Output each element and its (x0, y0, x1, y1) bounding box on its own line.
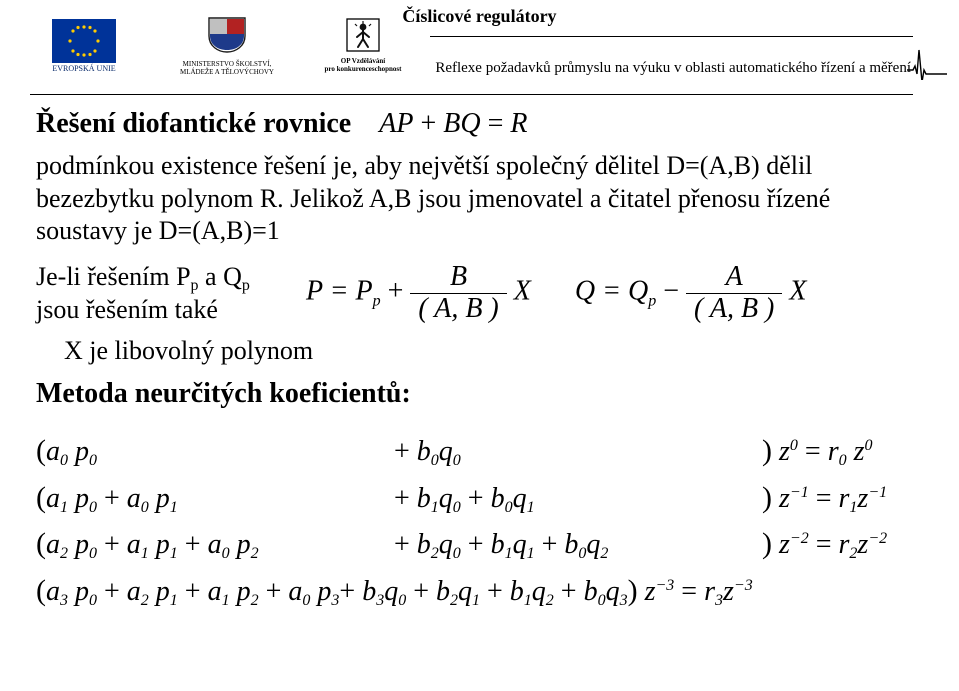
eq-row-3: (a3 p0 + a2 p1 + a1 p2 + a0 p3 + b3q0 + … (36, 568, 923, 615)
eq-row-2: (a2 p0 + a1 p1 + a0 p2+ b2q0 + b1q1 + b0… (36, 521, 923, 568)
eqP-lhs: P = P (306, 276, 373, 307)
page-header: EVROPSKÁ UNIE MINISTERSTVO ŠKOLSTVÍ, MLÁ… (0, 0, 959, 96)
heading-text: Řešení diofantické rovnice (36, 108, 351, 139)
r3-mid: + b3q0 + b2q1 + b1q2 + b0q3 (339, 570, 627, 614)
header-divider-1 (430, 36, 913, 37)
ln-qq-sub: p (242, 277, 250, 294)
page-content: Řešení diofantické rovnice AP + BQ = R p… (36, 108, 923, 614)
r2-right: ) z−2 = r2z−2 (762, 521, 887, 568)
paragraph-existence: podmínkou existence řešení je, aby nejvě… (36, 150, 923, 248)
r2-mid: + b2q0 + b1q1 + b0q2 (394, 523, 762, 567)
heading-equation: AP + BQ = R (379, 108, 527, 139)
eqQ-frac: A( A, B ) (686, 262, 782, 325)
r1-left: (a1 p0 + a0 p1 (36, 475, 394, 522)
eq-row-1: (a1 p0 + a0 p1+ b1q0 + b0q1) z−1 = r1z−1 (36, 475, 923, 522)
eqQ-minus: − (656, 276, 686, 307)
row-pq-solutions: Je-li řešením Pp a Qp jsou řešením také … (36, 262, 923, 327)
header-title: Číslicové regulátory (0, 6, 959, 27)
r1-mid: + b1q0 + b0q1 (394, 477, 762, 521)
ln-1: Je-li řešením P (36, 262, 191, 291)
ln-mid: a Q (199, 262, 242, 291)
header-divider-2 (30, 94, 913, 95)
eqQ-lhs: Q = Q (575, 276, 648, 307)
heading-row: Řešení diofantické rovnice AP + BQ = R (36, 108, 923, 140)
r0-mid: + b0q0 (394, 430, 762, 474)
eqQ-den: ( A, B ) (686, 294, 782, 325)
equation-Q: Q = Qp − A( A, B ) X (575, 262, 807, 325)
page: { "header": { "title": "Číslicové regulá… (0, 0, 959, 691)
r0-right: ) z0 = r0 z0 (762, 428, 873, 475)
ln-2: jsou řešením také (36, 295, 218, 324)
r2-left: (a2 p0 + a1 p1 + a0 p2 (36, 521, 394, 568)
equation-P: P = Pp + B( A, B ) X (306, 262, 531, 325)
eqP-plus: + (381, 276, 411, 307)
left-note: Je-li řešením Pp a Qp jsou řešením také (36, 262, 306, 327)
ecg-icon (907, 30, 947, 80)
r3-left: (a3 p0 + a2 p1 + a1 p2 + a0 p3 (36, 568, 339, 615)
r3-right: ) z−3 = r3z−3 (628, 568, 753, 615)
eqP-den: ( A, B ) (410, 294, 506, 325)
r1-right: ) z−1 = r1z−1 (762, 475, 887, 522)
eqP-frac: B( A, B ) (410, 262, 506, 325)
r0-left: (a0 p0 (36, 428, 394, 475)
ln-pp-sub: p (191, 277, 199, 294)
header-subtitle: Reflexe požadavků průmyslu na výuku v ob… (0, 60, 911, 77)
eqP-X: X (507, 276, 531, 307)
coefficient-equations: (a0 p0+ b0q0) z0 = r0 z0 (a1 p0 + a0 p1+… (36, 428, 923, 614)
eqP-sub: p (373, 293, 381, 310)
eqQ-num: A (686, 262, 782, 294)
eqP-num: B (410, 262, 506, 294)
method-title: Metoda neurčitých koeficientů: (36, 378, 923, 410)
eq-row-0: (a0 p0+ b0q0) z0 = r0 z0 (36, 428, 923, 475)
eqQ-X: X (782, 276, 806, 307)
heq-lhs: AP (379, 108, 413, 139)
x-arbitrary-note: X je libovolný polynom (64, 336, 923, 366)
